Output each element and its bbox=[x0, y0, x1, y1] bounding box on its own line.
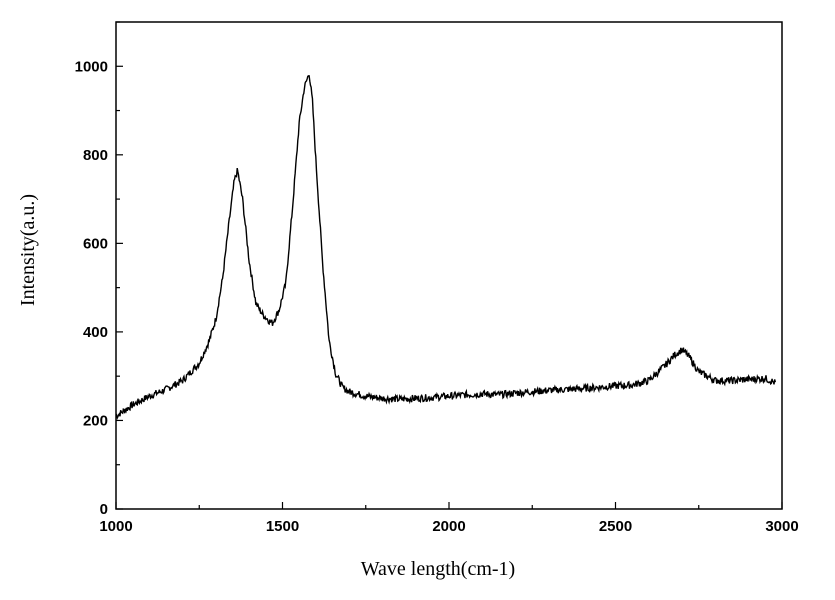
x-axis-title: Wave length(cm-1) bbox=[361, 558, 515, 580]
y-tick-label: 800 bbox=[83, 147, 108, 164]
x-tick-label: 2500 bbox=[599, 518, 632, 535]
y-tick-label: 600 bbox=[83, 235, 108, 252]
x-tick-label: 3000 bbox=[765, 518, 798, 535]
y-tick-label: 200 bbox=[83, 412, 108, 429]
y-axis-title: Intensity(a.u.) bbox=[17, 194, 39, 306]
x-tick-label: 1500 bbox=[266, 518, 299, 535]
y-tick-label: 1000 bbox=[75, 58, 108, 75]
y-tick-label: 0 bbox=[100, 501, 108, 518]
x-tick-label: 2000 bbox=[432, 518, 465, 535]
x-tick-label: 1000 bbox=[99, 518, 132, 535]
y-tick-label: 400 bbox=[83, 324, 108, 341]
y-axis-ticks: 0 200 400 600 800 1000 bbox=[75, 21, 123, 518]
spectrum-line bbox=[115, 75, 777, 420]
plot-area bbox=[115, 21, 783, 510]
x-axis-ticks: 1000 1500 2000 2500 3000 bbox=[99, 502, 799, 535]
